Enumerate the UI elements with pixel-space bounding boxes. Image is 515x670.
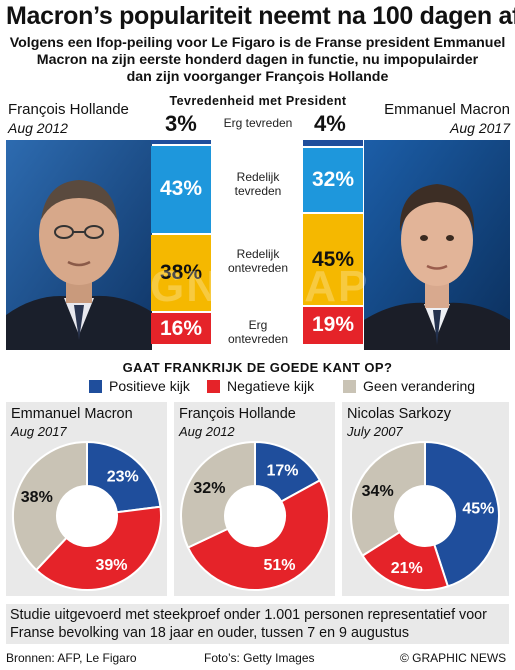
bar-segment-very-dissatisfied: 19% <box>303 306 363 344</box>
watermark: GN GRAPHIC NEWS <box>150 262 370 311</box>
macron-very-satisfied-value: 4% <box>314 111 346 136</box>
panel-date: Aug 2012 <box>179 424 235 439</box>
donut-label-neutral: 38% <box>21 489 53 506</box>
legend-neutral: Geen verandering <box>363 378 476 394</box>
subtitle-line: Volgens een Ifop-peiling voor Le Figaro … <box>9 35 506 51</box>
note-line: Studie uitgevoerd met steekproef onder 1… <box>10 607 487 623</box>
donut-chart-macron: 23% 39% 38% <box>12 440 162 591</box>
hollande-satisfaction-bar: 43% 38% 16% <box>151 140 211 346</box>
donut-label-positive: 23% <box>107 468 139 485</box>
footer-credit: © GRAPHIC NEWS <box>400 651 507 665</box>
donut-hole <box>395 486 455 546</box>
label-line: ontevreden <box>227 261 289 275</box>
legend-swatch-negative <box>207 380 220 393</box>
bar-segment-fairly-dissatisfied: 45% <box>303 214 363 305</box>
donut-panel-sarkozy: Nicolas Sarkozy July 2007 45% 21% 34% <box>342 402 509 596</box>
label-very-satisfied: Erg tevreden <box>223 116 293 130</box>
donut-label-positive: 17% <box>266 463 298 480</box>
panel-name: Nicolas Sarkozy <box>347 406 451 422</box>
macron-satisfaction-bar: 32% 45% 19% <box>303 140 363 346</box>
label-line: Erg <box>248 318 268 332</box>
donut-chart-hollande: 17% 51% 32% <box>180 440 330 591</box>
donut-chart-sarkozy: 45% 21% 34% <box>350 440 500 591</box>
legend-negative: Negatieve kijk <box>227 378 315 394</box>
left-person-name: François Hollande <box>8 101 129 118</box>
panel-name: Emmanuel Macron <box>11 406 133 422</box>
note-line: Franse bevolking van 18 jaar en ouder, t… <box>10 625 409 641</box>
subtitle-line: Macron na zijn eerste honderd dagen in f… <box>36 52 479 68</box>
donut-label-positive: 45% <box>462 501 494 518</box>
legend-swatch-positive <box>89 380 102 393</box>
direction-heading: Gaat Frankrijk de goede kant op? <box>122 360 393 375</box>
bar-segment-fairly-satisfied: 43% <box>151 146 211 233</box>
label-line: tevreden <box>234 184 282 198</box>
methodology-note: Studie uitgevoerd met steekproef onder 1… <box>6 604 509 644</box>
bar-segment-very-dissatisfied: 16% <box>151 313 211 344</box>
label-line: ontevreden <box>227 332 289 346</box>
left-person-date: Aug 2012 <box>8 120 68 136</box>
footer-photos: Foto’s: Getty Images <box>204 651 315 665</box>
legend-swatch-neutral <box>343 380 356 393</box>
label-fairly-satisfied: Redelijk tevreden <box>203 170 313 198</box>
label-fairly-dissatisfied: Redelijk ontevreden <box>203 247 313 275</box>
footer-sources: Bronnen: AFP, Le Figaro <box>6 651 137 665</box>
donut-label-neutral: 32% <box>193 480 225 497</box>
label-line: Redelijk <box>236 247 280 261</box>
panel-date: July 2007 <box>347 424 403 439</box>
donut-panel-hollande: François Hollande Aug 2012 17% 51% 32% <box>174 402 335 596</box>
donut-panel-macron: Emmanuel Macron Aug 2017 23% 39% 38% <box>6 402 167 596</box>
page-title: Macron’s populariteit neemt na 100 dagen… <box>6 2 515 30</box>
right-person-date: Aug 2017 <box>450 120 510 136</box>
panel-date: Aug 2017 <box>11 424 67 439</box>
bar-segment-fairly-dissatisfied: 38% <box>151 234 211 312</box>
bar-segment-very-satisfied <box>151 140 211 145</box>
right-person-name: Emmanuel Macron <box>384 101 510 118</box>
macron-photo <box>364 140 510 350</box>
label-very-dissatisfied: Erg ontevreden <box>203 318 313 346</box>
panel-name: François Hollande <box>179 406 296 422</box>
bar-segment-very-satisfied <box>303 140 363 147</box>
bar-segment-fairly-satisfied: 32% <box>303 148 363 213</box>
donut-label-negative: 21% <box>391 560 423 577</box>
legend-positive: Positieve kijk <box>109 378 190 394</box>
label-line: Redelijk <box>236 170 280 184</box>
donut-hole <box>225 486 285 546</box>
hollande-photo <box>6 140 152 350</box>
subtitle-line: dan zijn voorganger François Hollande <box>126 69 389 85</box>
donut-hole <box>57 486 117 546</box>
donut-label-neutral: 34% <box>362 483 394 500</box>
donut-label-negative: 39% <box>95 557 127 574</box>
hollande-very-satisfied-value: 3% <box>165 111 197 136</box>
donut-label-negative: 51% <box>263 557 295 574</box>
subtitle: Volgens een Ifop-peiling voor Le Figaro … <box>0 35 515 86</box>
satisfaction-heading: Tevredenheid met President <box>169 94 347 108</box>
